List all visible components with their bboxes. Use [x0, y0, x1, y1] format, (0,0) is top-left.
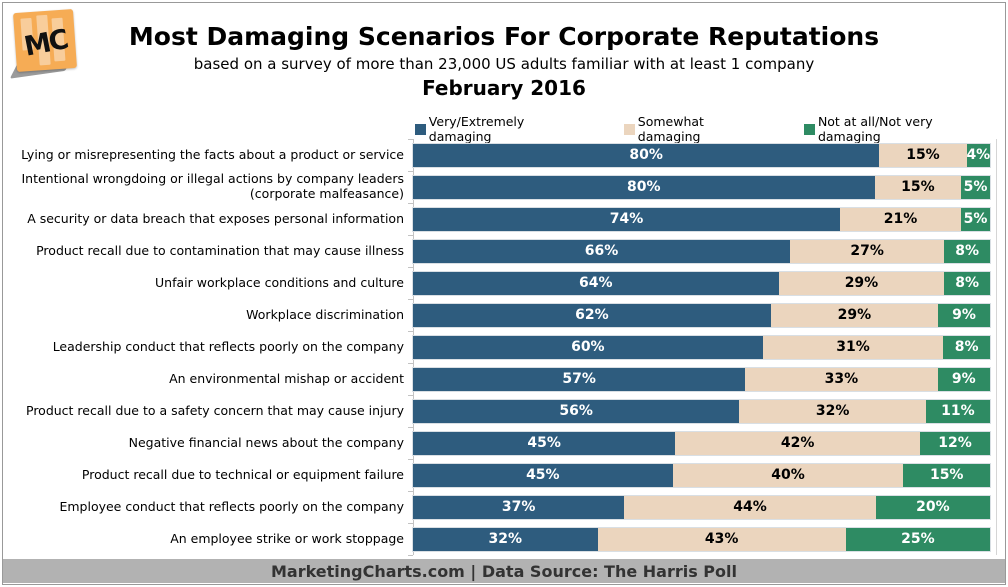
bar-segment: 29%: [770, 303, 939, 327]
bar-segment: 32%: [739, 399, 926, 423]
bar-track: 57% 33% 9%: [413, 367, 990, 391]
bar-track: 64% 29% 8%: [413, 271, 990, 295]
chart-legend: Very/Extremely damaging Somewhat damaging…: [415, 114, 996, 144]
bar-track: 66% 27% 8%: [413, 239, 990, 263]
bar-rows: Lying or misrepresenting the facts about…: [12, 139, 997, 555]
legend-swatch-icon: [623, 123, 635, 135]
bar-segment: 62%: [413, 303, 771, 327]
chart-subtitle: based on a survey of more than 23,000 US…: [193, 55, 815, 73]
footer-attribution: MarketingCharts.com | Data Source: The H…: [270, 561, 737, 581]
bar-track: 62% 29% 9%: [413, 303, 990, 327]
bar-segment: 80%: [413, 175, 875, 199]
bar-segment: 56%: [413, 399, 740, 423]
bar-segment: 9%: [937, 367, 990, 391]
legend-label: Not at all/Not very damaging: [817, 114, 933, 144]
bar-track: 37% 44% 20%: [413, 495, 990, 519]
bar-segment: 15%: [879, 143, 967, 167]
bar-track: 45% 42% 12%: [413, 431, 990, 455]
bar-segment: 80%: [413, 143, 880, 167]
bar-segment: 43%: [597, 527, 846, 551]
bar-segment: 37%: [413, 495, 625, 519]
bar-segment: 31%: [762, 335, 944, 359]
bar-segment: 11%: [925, 399, 990, 423]
chart-title: Most Damaging Scenarios For Corporate Re…: [128, 22, 880, 51]
bar-row: Workplace discrimination 62% 29% 9%: [12, 299, 997, 331]
category-label: Intentional wrongdoing or illegal action…: [21, 171, 404, 201]
category-label: Product recall due to technical or equip…: [81, 466, 404, 482]
bar-track: 60% 31% 8%: [413, 335, 990, 359]
legend-label: Somewhat damaging: [637, 114, 704, 144]
bar-track: 56% 32% 11%: [413, 399, 990, 423]
legend-item: Somewhat damaging: [623, 114, 768, 144]
bar-row: Lying or misrepresenting the facts about…: [12, 139, 997, 171]
category-label: A security or data breach that exposes p…: [27, 210, 404, 226]
bar-row: Employee conduct that reflects poorly on…: [12, 491, 997, 523]
bar-segment: 33%: [745, 367, 938, 391]
category-label: An environmental mishap or accident: [169, 370, 404, 386]
bar-row: Unfair workplace conditions and culture 6…: [12, 267, 997, 299]
bar-segment: 40%: [672, 463, 904, 487]
bar-segment: 44%: [624, 495, 876, 519]
bar-segment: 60%: [413, 335, 763, 359]
category-label: Employee conduct that reflects poorly on…: [59, 498, 404, 514]
category-label: Unfair workplace conditions and culture: [155, 274, 404, 290]
legend-item: Very/Extremely damaging: [415, 114, 588, 144]
bar-row: Leadership conduct that reflects poorly …: [12, 331, 997, 363]
bar-segment: 4%: [966, 143, 990, 167]
category-label: Leadership conduct that reflects poorly …: [52, 338, 404, 354]
bar-segment: 29%: [778, 271, 945, 295]
bar-row: Product recall due to a safety concern t…: [12, 395, 997, 427]
bar-segment: 45%: [413, 431, 676, 455]
bar-segment: 20%: [875, 495, 990, 519]
legend-swatch-icon: [415, 123, 426, 135]
chart-date: February 2016: [422, 76, 586, 100]
legend-item: Not at all/Not very damaging: [804, 114, 996, 144]
legend-swatch-icon: [804, 123, 815, 135]
bar-segment: 21%: [839, 207, 962, 231]
bar-track: 32% 43% 25%: [413, 527, 990, 551]
bar-segment: 5%: [961, 207, 990, 231]
bar-segment: 15%: [903, 463, 990, 487]
bar-segment: 45%: [413, 463, 673, 487]
bar-segment: 66%: [413, 239, 791, 263]
bar-segment: 32%: [413, 527, 598, 551]
bar-track: 45% 40% 15%: [413, 463, 990, 487]
bar-segment: 8%: [943, 335, 990, 359]
category-label: Lying or misrepresenting the facts about…: [21, 146, 404, 162]
bar-segment: 42%: [675, 431, 921, 455]
bar-row: An environmental mishap or accident 57% 33…: [12, 363, 997, 395]
chart-header: Most Damaging Scenarios For Corporate Re…: [0, 22, 1008, 100]
bar-segment: 5%: [961, 175, 990, 199]
bar-row: Intentional wrongdoing or illegal action…: [12, 171, 997, 203]
footer-bar: MarketingCharts.com | Data Source: The H…: [3, 559, 1005, 583]
bar-segment: 74%: [413, 207, 840, 231]
bar-segment: 57%: [413, 367, 746, 391]
category-label: Negative financial news about the compan…: [128, 434, 404, 450]
bar-segment: 27%: [790, 239, 945, 263]
bar-track: 74% 21% 5%: [413, 207, 990, 231]
category-label: Product recall due to a safety concern t…: [26, 402, 404, 418]
bar-row: An employee strike or work stoppage 32% 43…: [12, 523, 997, 555]
bar-row: Product recall due to contamination that…: [12, 235, 997, 267]
legend-label: Very/Extremely damaging: [428, 114, 525, 144]
bar-segment: 9%: [938, 303, 990, 327]
bar-row: A security or data breach that exposes p…: [12, 203, 997, 235]
bar-row: Product recall due to technical or equip…: [12, 459, 997, 491]
category-label: An employee strike or work stoppage: [170, 530, 404, 546]
category-label: Product recall due to contamination that…: [36, 242, 404, 258]
bar-segment: 8%: [944, 271, 990, 295]
bar-track: 80% 15% 5%: [413, 175, 990, 199]
bar-segment: 25%: [845, 527, 990, 551]
bar-track: 80% 15% 4%: [413, 143, 990, 167]
bar-segment: 8%: [944, 239, 990, 263]
bar-segment: 12%: [920, 431, 990, 455]
bar-segment: 15%: [874, 175, 962, 199]
category-label: Workplace discrimination: [246, 306, 404, 322]
bar-segment: 64%: [413, 271, 779, 295]
bar-row: Negative financial news about the compan…: [12, 427, 997, 459]
